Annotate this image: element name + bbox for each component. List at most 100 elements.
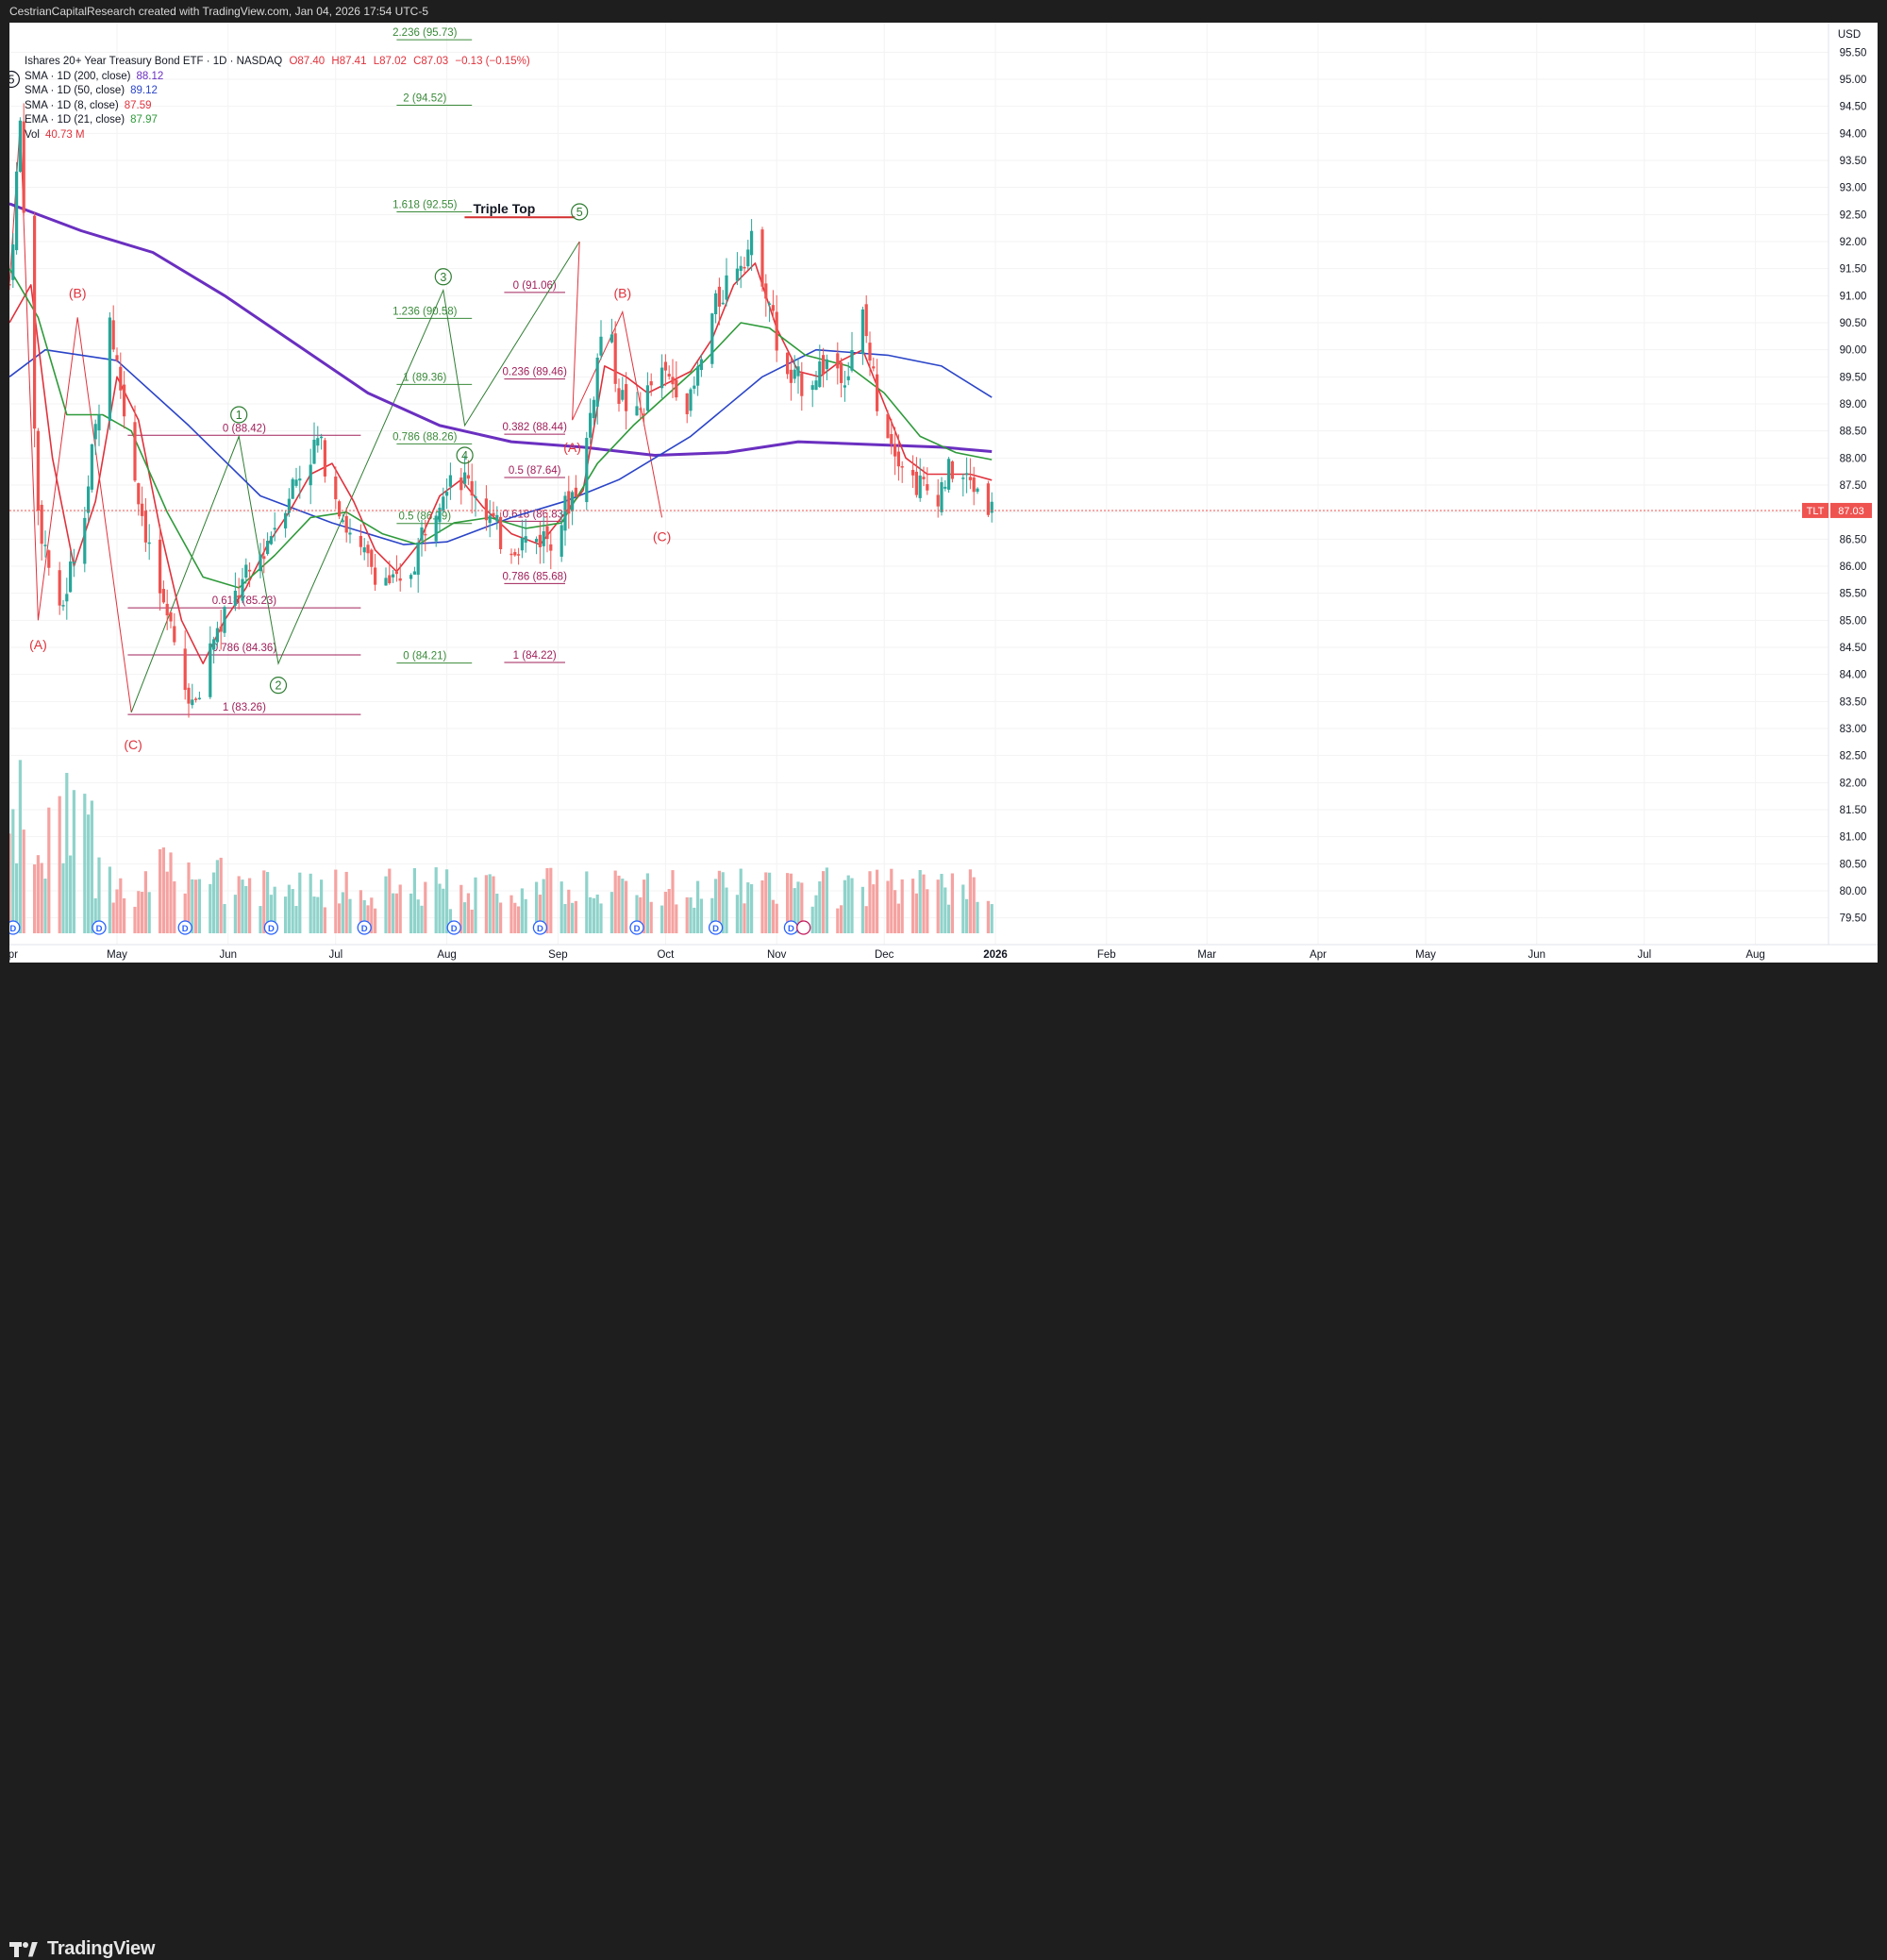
candle-body xyxy=(338,501,342,517)
volume-bar xyxy=(165,871,169,933)
candle-body xyxy=(876,374,879,411)
candle-body xyxy=(663,361,667,371)
candle-body xyxy=(660,367,664,389)
candles-layer xyxy=(9,103,994,718)
candle-body xyxy=(47,550,51,568)
candle-body xyxy=(115,355,119,360)
x-tick-label: Jul xyxy=(1637,949,1651,961)
y-tick-label: 93.50 xyxy=(1840,156,1867,167)
tradingview-logo-icon xyxy=(9,1940,42,1959)
moving-averages-layer xyxy=(9,202,993,665)
wave-label-circle xyxy=(434,268,452,286)
fib-level-label: 0.382 (88.44) xyxy=(502,422,567,433)
symbol-tag-label: TLT xyxy=(1807,506,1825,517)
volume-bar xyxy=(209,883,212,933)
candle-body xyxy=(90,444,93,490)
wave-label: 5 xyxy=(9,74,14,87)
y-tick-label: 81.00 xyxy=(1840,832,1867,844)
chart-area[interactable]: 0 (88.42) 0.618 (85.23) 0.786 (84.36) 1 (83… xyxy=(9,23,1878,963)
y-tick-label: 93.00 xyxy=(1840,183,1867,194)
legend-volume[interactable]: Vol 40.73 M xyxy=(25,128,534,143)
candle-body xyxy=(944,486,947,489)
candle-body xyxy=(725,275,728,300)
candle-body xyxy=(793,369,796,379)
volume-bar xyxy=(599,903,603,933)
candle-body xyxy=(735,268,739,281)
volume-bar xyxy=(187,862,191,933)
volume-bar xyxy=(822,871,826,933)
legend-label: SMA · 1D (200, close) xyxy=(25,70,131,82)
volume-bar xyxy=(36,855,40,933)
volume-bar xyxy=(241,879,244,933)
volume-bar xyxy=(567,889,571,933)
volume-bar xyxy=(768,872,772,933)
ma-line-1 xyxy=(9,348,993,545)
candle-body xyxy=(237,595,241,598)
volume-bar xyxy=(814,895,818,933)
volume-bar xyxy=(287,884,291,933)
volume-bar xyxy=(645,873,649,933)
volume-bar xyxy=(416,899,420,933)
fib-level-label: 0 (88.42) xyxy=(223,423,266,434)
ohlc-low: L87.02 xyxy=(373,56,407,67)
fib-level-label: 1 (84.22) xyxy=(513,650,557,662)
volume-bar xyxy=(219,857,223,933)
candle-body xyxy=(22,121,25,213)
candle-body xyxy=(93,424,97,440)
volume-bar xyxy=(133,906,137,933)
volume-bar xyxy=(147,892,151,933)
dividend-marker-label: D xyxy=(788,924,794,934)
candle-body xyxy=(950,461,954,479)
volume-bar xyxy=(474,877,477,933)
candle-body xyxy=(764,283,768,299)
fib-level-label: 0 (91.06) xyxy=(513,280,557,292)
candle-body xyxy=(409,575,413,579)
volume-bar xyxy=(639,896,643,933)
candle-body xyxy=(524,536,527,544)
candle-body xyxy=(721,302,725,305)
currency-label: USD xyxy=(1838,29,1861,41)
legend-sma200[interactable]: SMA · 1D (200, close) 88.12 xyxy=(25,70,534,85)
candle-body xyxy=(147,542,151,544)
price-chart-svg[interactable]: 0 (88.42) 0.618 (85.23) 0.786 (84.36) 1 (83… xyxy=(9,23,1878,963)
volume-bar xyxy=(374,908,377,933)
candle-body xyxy=(714,293,718,314)
candle-body xyxy=(976,488,979,493)
wave-label: (C) xyxy=(124,737,142,752)
tradingview-logo[interactable]: TradingView xyxy=(9,1938,155,1960)
volume-bar xyxy=(621,879,625,933)
volume-bar xyxy=(524,898,527,933)
volume-bar xyxy=(266,872,270,933)
volume-bar xyxy=(492,876,495,933)
volume-bar xyxy=(448,909,452,933)
legend-sma50[interactable]: SMA · 1D (50, close) 89.12 xyxy=(25,84,534,99)
volume-bar xyxy=(15,863,19,933)
y-tick-label: 80.00 xyxy=(1840,886,1867,897)
candle-body xyxy=(559,525,563,557)
candle-body xyxy=(212,639,216,650)
candle-body xyxy=(599,336,603,356)
volume-bar xyxy=(212,872,216,933)
candle-body xyxy=(470,480,474,496)
x-tick-label: Apr xyxy=(9,949,18,961)
volume-bar xyxy=(87,814,91,933)
volume-bar xyxy=(97,857,101,933)
legend-ema21[interactable]: EMA · 1D (21, close) 87.97 xyxy=(25,113,534,128)
x-tick-label: Aug xyxy=(1745,949,1764,961)
volume-bar xyxy=(194,879,198,933)
candle-body xyxy=(864,304,868,337)
volume-bar xyxy=(223,903,226,933)
y-tick-label: 90.00 xyxy=(1840,345,1867,357)
y-tick-label: 94.50 xyxy=(1840,102,1867,113)
volume-bar xyxy=(535,881,539,933)
wave-label-circle xyxy=(571,203,589,221)
candle-body xyxy=(671,377,675,385)
candle-body xyxy=(810,385,814,391)
candle-body xyxy=(800,373,804,396)
candle-body xyxy=(940,481,944,512)
wave-label: (A) xyxy=(563,440,581,455)
volume-bar xyxy=(775,903,778,933)
candle-body xyxy=(595,358,599,407)
candle-body xyxy=(359,535,362,547)
legend-sma8[interactable]: SMA · 1D (8, close) 87.59 xyxy=(25,99,534,114)
